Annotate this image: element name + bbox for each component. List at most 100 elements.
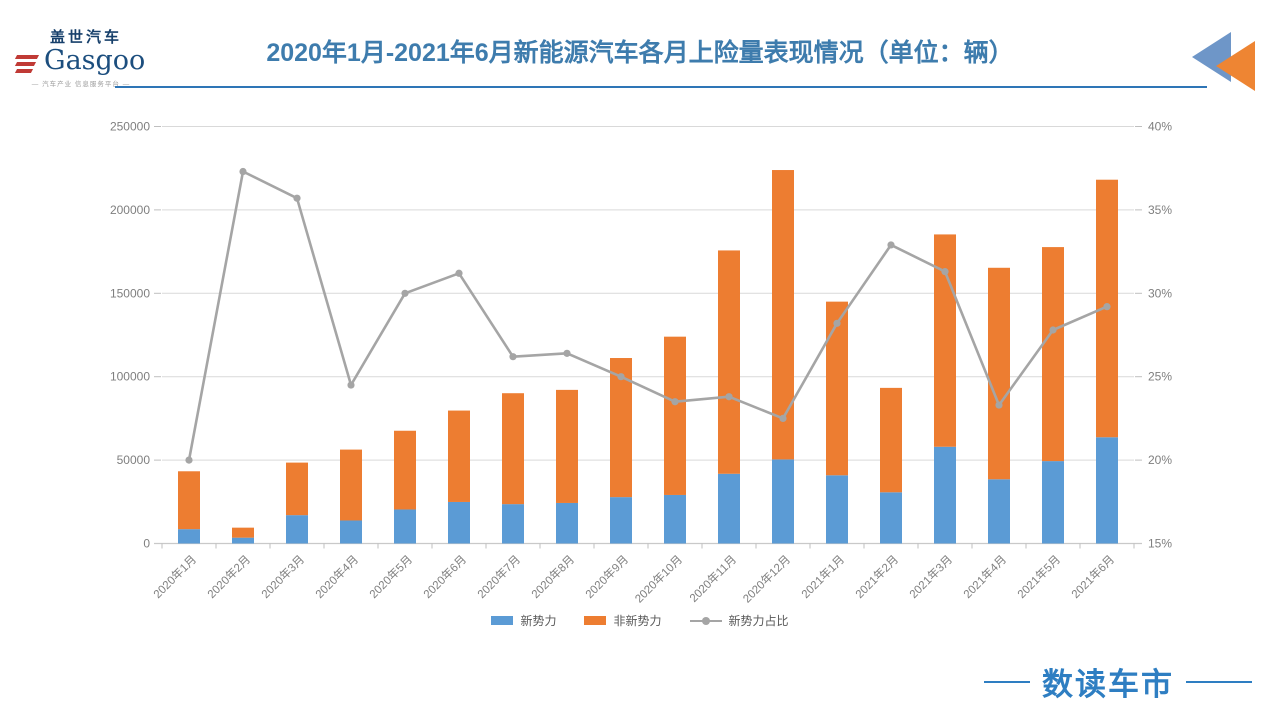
bar-segment-non-new-forces — [610, 358, 632, 498]
x-axis-category-label: 2020年10月 — [632, 552, 685, 605]
left-axis-label: 200000 — [110, 203, 150, 217]
bar-segment-non-new-forces — [934, 234, 956, 447]
left-axis-label: 150000 — [110, 286, 150, 300]
bar-segment-non-new-forces — [880, 387, 902, 493]
ratio-marker — [455, 269, 463, 277]
bar-segment-non-new-forces — [988, 267, 1010, 480]
bar-segment-non-new-forces — [826, 301, 848, 476]
bar-segment-non-new-forces — [556, 389, 578, 503]
bar-segment-new-forces — [718, 473, 740, 544]
bar-segment-new-forces — [664, 494, 686, 544]
legend-swatch-line — [689, 616, 722, 626]
bar-segment-new-forces — [934, 446, 956, 544]
ratio-marker — [941, 268, 949, 276]
bar-segment-non-new-forces — [448, 410, 470, 502]
ratio-marker — [185, 456, 193, 464]
x-axis-category-label: 2021年5月 — [1014, 552, 1063, 601]
legend-swatch-blue — [491, 616, 514, 625]
bar-segment-new-forces — [232, 537, 254, 544]
legend-swatch-orange — [584, 616, 607, 625]
ratio-marker — [779, 414, 787, 422]
ratio-marker — [833, 319, 841, 327]
x-axis-category-label: 2021年2月 — [852, 552, 901, 601]
left-axis-label: 0 — [143, 537, 150, 551]
title-divider — [115, 86, 1207, 88]
x-axis-category-label: 2020年5月 — [366, 552, 415, 601]
x-axis-category-label: 2020年1月 — [150, 552, 199, 601]
ratio-marker — [725, 393, 733, 401]
bar-segment-non-new-forces — [178, 471, 200, 530]
bar-segment-new-forces — [610, 497, 632, 544]
ratio-marker — [293, 194, 301, 202]
bar-segment-new-forces — [1096, 437, 1118, 544]
ratio-marker — [617, 373, 625, 381]
gasgoo-logo-en: Gasgoo — [44, 45, 146, 76]
legend-item-ratio: 新势力占比 — [689, 612, 789, 629]
brand-rule-left — [984, 680, 1030, 683]
x-axis-category-label: 2020年8月 — [528, 552, 577, 601]
x-axis-category-label: 2020年6月 — [420, 552, 469, 601]
bar-segment-new-forces — [880, 492, 902, 544]
right-axis-label: 30% — [1148, 286, 1172, 300]
ratio-marker — [671, 398, 679, 406]
bar-segment-non-new-forces — [394, 430, 416, 510]
legend-label: 非新势力 — [613, 614, 662, 628]
brand-rule-right — [1186, 680, 1252, 683]
bar-segment-new-forces — [556, 502, 578, 544]
bar-segment-non-new-forces — [772, 170, 794, 460]
right-axis-label: 25% — [1148, 370, 1172, 384]
ratio-marker — [509, 353, 517, 361]
bar-segment-new-forces — [448, 501, 470, 544]
bar-segment-non-new-forces — [340, 449, 362, 521]
left-axis-label: 50000 — [117, 453, 151, 467]
ratio-line — [187, 170, 1108, 461]
right-axis-label: 40% — [1148, 120, 1172, 134]
triangles-decoration-icon — [1192, 32, 1262, 94]
left-axis-label: 100000 — [110, 370, 150, 384]
bar-segment-new-forces — [826, 475, 848, 544]
x-axis-category-label: 2021年4月 — [960, 552, 1009, 601]
x-axis-category-label: 2021年6月 — [1068, 552, 1117, 601]
bar-segment-new-forces — [502, 504, 524, 544]
legend-label: 新势力占比 — [728, 614, 789, 628]
page-title: 2020年1月-2021年6月新能源汽车各月上险量表现情况（单位：辆） — [266, 39, 1014, 67]
bar-segment-new-forces — [286, 515, 308, 544]
bar-segment-non-new-forces — [232, 527, 254, 538]
bar-segment-non-new-forces — [286, 462, 308, 516]
ratio-marker — [995, 401, 1003, 409]
x-axis-category-label: 2020年2月 — [204, 552, 253, 601]
x-axis-category-label: 2020年4月 — [312, 552, 361, 601]
gasgoo-logo-cn: 盖世汽车 — [50, 29, 123, 46]
legend-item-non-new-forces: 非新势力 — [584, 612, 662, 629]
ratio-marker — [1049, 326, 1057, 334]
x-axis-category-label: 2021年1月 — [798, 552, 847, 601]
footer-brand: 数读车市 — [984, 659, 1252, 704]
x-axis-category-label: 2020年3月 — [258, 552, 307, 601]
orange-triangle-icon — [1216, 41, 1255, 91]
bar-segment-new-forces — [178, 529, 200, 544]
right-axis-label: 20% — [1148, 453, 1172, 467]
x-axis-category-label: 2020年12月 — [740, 552, 793, 605]
bar-segment-non-new-forces — [1042, 247, 1064, 462]
left-axis-label: 250000 — [110, 120, 150, 134]
legend-label: 新势力 — [520, 614, 557, 628]
bar-segment-new-forces — [772, 459, 794, 544]
x-axis-category-label: 2021年3月 — [906, 552, 955, 601]
bar-segment-new-forces — [1042, 461, 1064, 544]
right-axis-label: 35% — [1148, 203, 1172, 217]
ratio-marker — [239, 167, 247, 176]
legend-item-new-forces: 新势力 — [491, 612, 556, 629]
bar-segment-non-new-forces — [718, 250, 740, 474]
ratio-marker — [563, 349, 571, 357]
bar-segment-new-forces — [394, 509, 416, 544]
x-axis-category-label: 2020年7月 — [474, 552, 523, 601]
x-axis-category-label: 2020年9月 — [582, 552, 631, 601]
bar-segment-new-forces — [340, 520, 362, 544]
brand-text: 数读车市 — [1042, 667, 1174, 702]
x-axis-category-label: 2020年11月 — [686, 552, 739, 605]
gasgoo-logo: 盖世汽车 Gasgoo — 汽车产业 信息服务平台 — — [14, 26, 146, 88]
right-axis-label: 15% — [1148, 537, 1172, 551]
bar-segment-new-forces — [988, 479, 1010, 544]
ratio-marker — [887, 241, 895, 249]
